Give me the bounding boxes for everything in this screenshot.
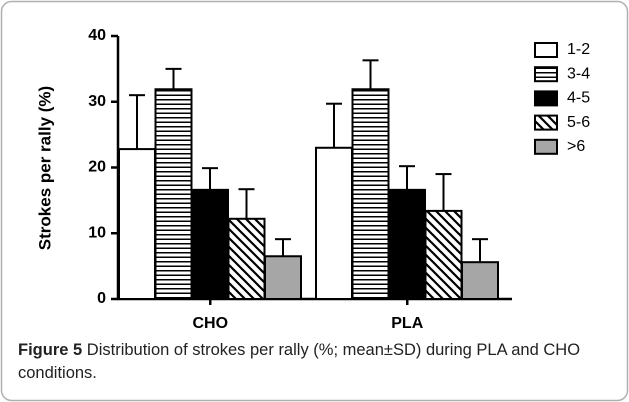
caption-text: Distribution of strokes per rally (%; me…: [18, 341, 581, 382]
bar: [191, 188, 229, 300]
caption: Figure 5 Distribution of strokes per ral…: [18, 339, 618, 385]
legend-swatch: [534, 90, 558, 107]
x-tick-label: PLA: [391, 315, 423, 332]
bar: [154, 88, 193, 300]
legend-label: >6: [567, 138, 585, 155]
x-tick-label: CHO: [192, 315, 228, 332]
legend-swatch: [534, 66, 558, 83]
y-tick-label: 30: [88, 93, 106, 110]
legend-swatch: [534, 114, 558, 131]
legend-swatch: [534, 138, 558, 155]
legend-label: 3-4: [567, 65, 590, 82]
bar: [264, 255, 302, 301]
bar: [461, 261, 499, 300]
y-axis-label: Strokes per rally (%): [35, 86, 54, 250]
bar: [424, 209, 463, 301]
bar: [388, 188, 426, 300]
y-tick-label: 20: [88, 159, 106, 176]
bar: [351, 88, 390, 300]
bar: [227, 217, 266, 300]
legend-label: 4-5: [567, 90, 590, 107]
y-tick-label: 0: [97, 290, 106, 307]
legend-label: 1-2: [567, 41, 590, 58]
bar: [315, 146, 353, 300]
y-tick-label: 10: [88, 224, 106, 241]
y-tick-label: 40: [88, 27, 106, 44]
legend-label: 5-6: [567, 114, 590, 131]
caption-label: Figure 5: [18, 341, 83, 359]
bar: [118, 148, 156, 300]
legend-swatch: [534, 42, 558, 58]
